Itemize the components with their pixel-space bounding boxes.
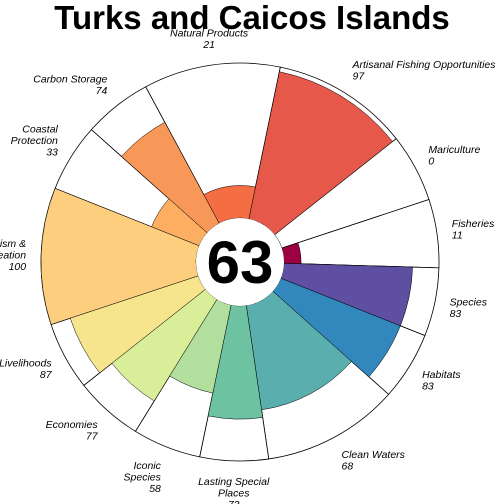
petal-label-clean-waters: Clean Waters 68 xyxy=(342,449,406,473)
petal-label-mariculture: Mariculture 0 xyxy=(428,144,480,168)
petal-label-fisheries: Fisheries 11 xyxy=(452,218,495,242)
petal-label-coastal-protection: Coastal Protection 33 xyxy=(11,123,59,158)
center-score: 63 xyxy=(207,229,274,296)
petal-label-natural-products: Natural Products 21 xyxy=(170,28,249,52)
petal-label-lasting-special-places: Lasting SpecialPlaces73 xyxy=(198,476,270,504)
petal-artisanal-fishing-opportunities xyxy=(248,71,393,236)
petal-label-economies: Economies 77 xyxy=(46,419,99,443)
petal-label-species: Species 83 xyxy=(450,296,488,320)
petal-label-artisanal-fishing-opportunities: Artisanal Fishing Opportunities 97 xyxy=(352,59,497,83)
chart-title: Turks and Caicos Islands xyxy=(54,0,450,36)
center-hole xyxy=(196,218,284,306)
petal-label-livelihoods: Livelihoods 87 xyxy=(0,358,53,382)
petal-label-habitats: Habitats 83 xyxy=(422,369,461,393)
petal-label-tourism-recreation: Tourism &Recreation100 xyxy=(0,238,26,273)
petal-label-carbon-storage: Carbon Storage 74 xyxy=(33,74,107,98)
petal-label-iconic-species: Iconic Species 58 xyxy=(124,460,162,495)
